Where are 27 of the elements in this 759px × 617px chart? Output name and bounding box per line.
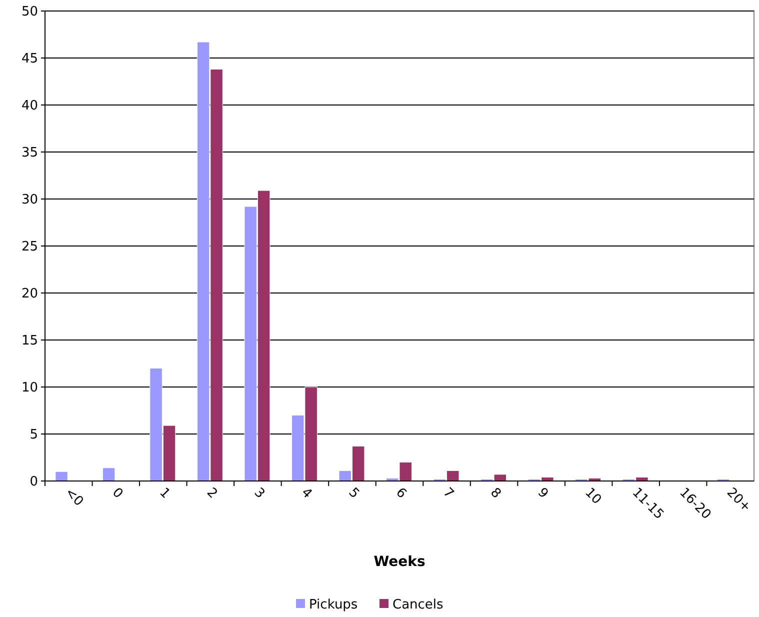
x-tick-label: 5 xyxy=(345,485,362,502)
legend-label: Pickups xyxy=(309,598,358,613)
x-tick-label: 6 xyxy=(392,485,410,502)
y-tick-label: 0 xyxy=(30,474,38,490)
legend-label: Cancels xyxy=(392,598,444,613)
y-tick-label: 40 xyxy=(21,98,38,114)
x-tick-label: 3 xyxy=(250,485,268,502)
y-tick-label: 45 xyxy=(21,52,38,67)
x-tick-label: <0 xyxy=(62,485,86,510)
x-tick-label: 4 xyxy=(298,485,315,502)
x-tick-label: 20+ xyxy=(724,485,754,516)
x-tick-label: 0 xyxy=(109,485,126,502)
y-tick-label: 15 xyxy=(21,334,38,349)
x-tick-label: 1 xyxy=(156,485,173,502)
y-tick-label: 25 xyxy=(21,240,38,255)
x-tick-label: 2 xyxy=(204,485,220,502)
y-tick-label: 5 xyxy=(30,428,38,443)
y-tick-label: 30 xyxy=(21,192,38,208)
x-axis-title: Weeks xyxy=(374,554,426,570)
y-tick-label: 20 xyxy=(21,286,38,302)
x-tick-label: 9 xyxy=(534,485,551,502)
y-tick-label: 10 xyxy=(21,380,38,396)
x-tick-label: 8 xyxy=(487,485,504,502)
y-tick-label: 35 xyxy=(21,146,38,161)
x-tick-label: 10 xyxy=(582,485,604,508)
y-tick-label: 50 xyxy=(21,4,38,20)
x-tick-label: 7 xyxy=(440,485,456,502)
